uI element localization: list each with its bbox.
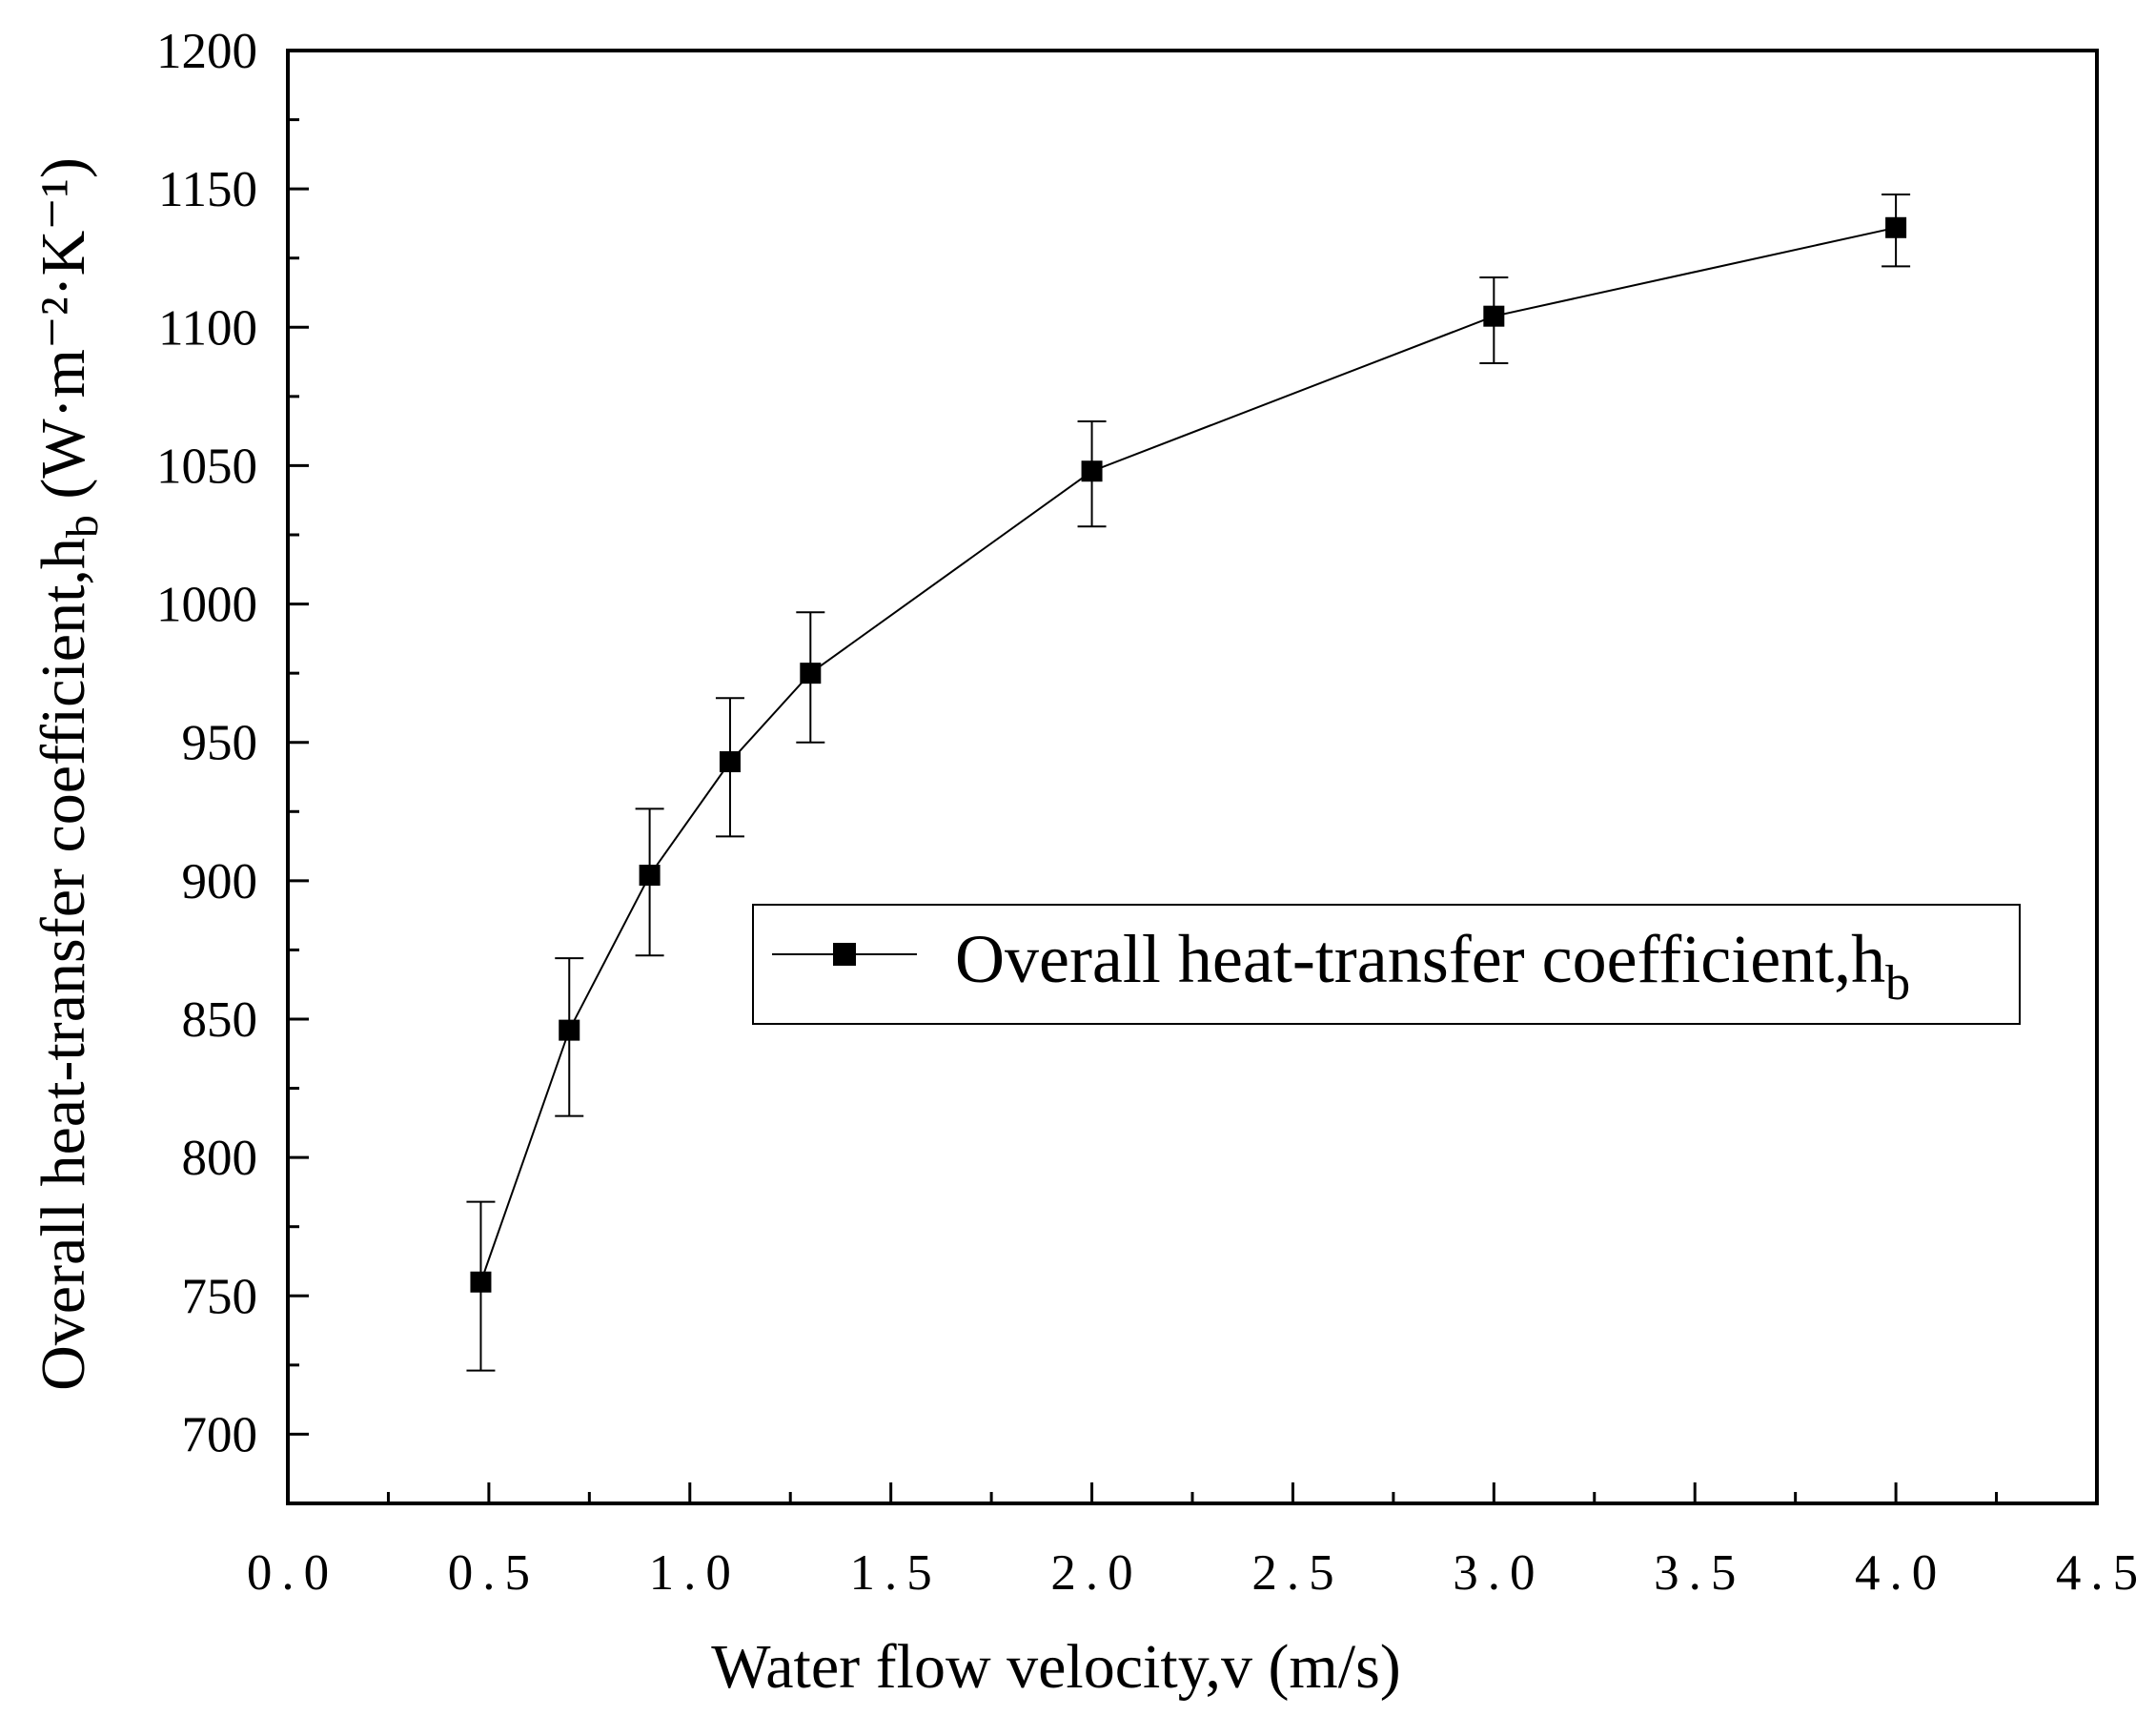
y-tick-label: 800 <box>182 1131 258 1186</box>
y-axis-title-sub: b <box>57 515 108 538</box>
legend-label: Overall heat-transfer coefficient,hb <box>955 921 1910 1011</box>
plot-frame <box>286 49 2099 1505</box>
y-axis-ticks <box>288 49 309 1436</box>
y-axis-title: Overall heat-transfer coefficient,hb (W·… <box>29 157 108 1391</box>
data-point-marker <box>559 1019 580 1041</box>
x-tick-label: 2.0 <box>1050 1545 1142 1601</box>
data-point-marker <box>719 751 741 773</box>
y-tick-label: 1150 <box>158 162 257 217</box>
x-tick-label: 2.5 <box>1251 1545 1343 1601</box>
x-axis-ticks <box>286 1482 2099 1503</box>
data-point-marker <box>800 663 822 684</box>
data-point-marker <box>1885 216 1907 238</box>
series-line <box>479 226 1897 1283</box>
x-tick-label: 4.5 <box>2056 1545 2147 1601</box>
legend-label-main: Overall heat-transfer coefficient,h <box>955 921 1885 997</box>
y-axis-title-gap <box>29 500 98 516</box>
y-tick-label: 950 <box>182 716 258 771</box>
legend-box <box>752 904 2021 1025</box>
legend: Overall heat-transfer coefficient,hb <box>752 904 2021 1025</box>
x-tick-label: 4.0 <box>1855 1545 1946 1601</box>
y-axis-title-main: Overall heat-transfer coefficient,h <box>29 538 98 1391</box>
x-tick-label: 0.5 <box>448 1545 539 1601</box>
y-tick-label: 700 <box>182 1407 258 1462</box>
x-axis-title: Water flow velocity,v (m/s) <box>711 1632 1401 1702</box>
legend-marker-sample <box>833 943 856 966</box>
data-point-marker <box>1483 305 1505 327</box>
y-tick-labels: 700 750 800 850 900 950 1000 1050 1100 1150 1200 <box>156 24 257 1462</box>
error-bars <box>466 193 1911 1372</box>
markers <box>470 216 1907 1293</box>
y-tick-label: 850 <box>182 992 258 1048</box>
x-tick-label: 0.0 <box>247 1545 338 1601</box>
x-tick-label: 3.0 <box>1453 1545 1544 1601</box>
data-point-marker <box>470 1271 492 1293</box>
y-tick-label: 1050 <box>156 439 257 494</box>
y-tick-label: 750 <box>182 1269 258 1324</box>
y-tick-label: 1100 <box>158 300 257 356</box>
y-tick-label: 900 <box>182 854 258 909</box>
x-tick-labels: 0.0 0.5 1.0 1.5 2.0 2.5 3.0 3.5 4.0 4.5 <box>247 1545 2147 1601</box>
legend-label-sub: b <box>1885 956 1910 1011</box>
data-point-marker <box>1081 460 1103 482</box>
y-axis-title-unit: (W·m⁻²·K⁻¹) <box>29 157 98 499</box>
series-line-group <box>479 226 1897 1283</box>
x-tick-label: 1.5 <box>850 1545 942 1601</box>
y-tick-label: 1200 <box>156 24 257 79</box>
x-tick-label: 1.0 <box>649 1545 741 1601</box>
x-tick-label: 3.5 <box>1654 1545 1745 1601</box>
y-tick-label: 1000 <box>156 578 257 633</box>
data-point-marker <box>639 865 661 887</box>
